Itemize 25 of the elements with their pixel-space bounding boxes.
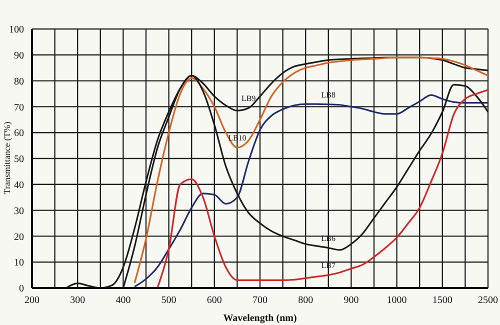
y-tick-label: 90 — [14, 50, 24, 62]
y-tick-label: 30 — [14, 206, 24, 217]
x-tick-label: 2500 — [478, 295, 498, 306]
x-tick-label: 1000 — [386, 295, 407, 306]
y-tick-label: 70 — [14, 102, 24, 114]
x-tick-label: 900 — [344, 295, 359, 306]
x-tick-label: 600 — [206, 295, 222, 306]
series-label: LB9 — [241, 94, 256, 103]
x-tick-label: 200 — [24, 295, 40, 306]
y-tick-label: 20 — [14, 232, 24, 243]
x-tick-label: 300 — [70, 295, 86, 306]
y-tick-label: 100 — [9, 24, 24, 36]
x-tick-label: 1500 — [432, 295, 452, 306]
y-axis-title: Transmittance (T%) — [2, 122, 12, 194]
y-tick-label: 80 — [14, 76, 24, 88]
y-tick-label: 50 — [14, 154, 24, 166]
x-tick-label: 800 — [298, 295, 314, 306]
y-tick-label: 10 — [14, 258, 24, 269]
y-tick-label: 40 — [14, 180, 24, 191]
y-tick-label: 0 — [19, 284, 24, 295]
x-tick-label: 500 — [161, 295, 176, 306]
x-tick-label: 400 — [116, 295, 131, 306]
x-tick-label: 700 — [252, 295, 268, 306]
y-tick-label: 60 — [14, 128, 24, 140]
x-axis-title: Wavelength (nm) — [223, 313, 297, 324]
